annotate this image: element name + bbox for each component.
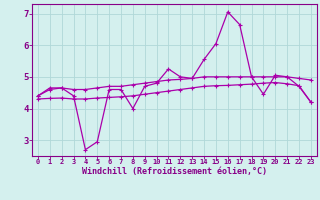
X-axis label: Windchill (Refroidissement éolien,°C): Windchill (Refroidissement éolien,°C) [82, 167, 267, 176]
